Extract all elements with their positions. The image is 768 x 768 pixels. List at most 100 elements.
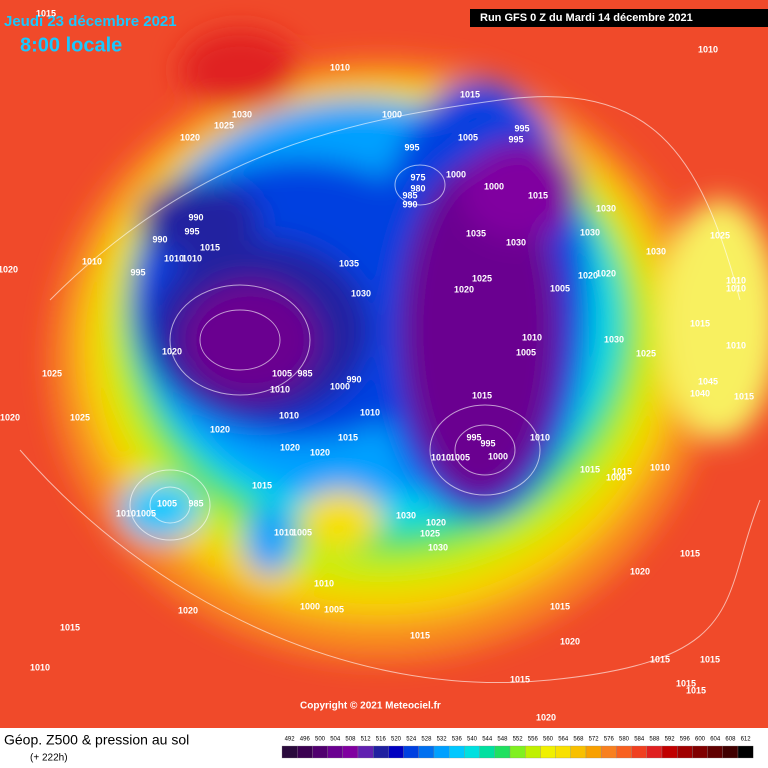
scale-swatch [297, 745, 313, 759]
pressure-label: 1015 [612, 466, 632, 476]
pressure-label: 1010 [182, 253, 202, 263]
scale-label: 572 [589, 737, 600, 743]
pressure-label: 1005 [550, 283, 570, 293]
scale-swatch [585, 745, 602, 759]
pressure-label: 1020 [426, 517, 446, 527]
pressure-label: 1030 [604, 334, 624, 344]
scale-label: 508 [345, 737, 356, 743]
scale-swatch [403, 745, 419, 759]
pressure-label: 1005 [157, 498, 177, 508]
pressure-label: 1010 [650, 462, 670, 472]
scale-label: 560 [543, 737, 554, 743]
pressure-label: 1030 [428, 542, 448, 552]
isobars [19, 96, 761, 684]
scale-label: 500 [315, 737, 326, 743]
forecast-lead: (+ 222h) [30, 753, 68, 764]
scale-label: 580 [619, 737, 630, 743]
scale-label: 552 [513, 737, 524, 743]
pressure-label: 1035 [339, 258, 359, 268]
pressure-label: 1015 [690, 318, 710, 328]
pressure-label: 1020 [560, 636, 580, 646]
pressure-label: 1010 [726, 340, 746, 350]
pressure-label: 995 [480, 438, 495, 448]
pressure-label: 1015 [700, 654, 720, 664]
scale-label: 544 [482, 737, 493, 743]
scale-label: 568 [573, 737, 584, 743]
pressure-label: 1000 [606, 472, 626, 482]
pressure-label: 1010 [116, 508, 136, 518]
scale-swatch [737, 745, 754, 759]
pressure-label: 1010 [270, 384, 290, 394]
scale-label: 540 [467, 737, 478, 743]
scale-swatch [555, 745, 571, 759]
pressure-label: 990 [346, 374, 361, 384]
scale-swatch [631, 745, 647, 759]
pressure-label: 1000 [330, 381, 350, 391]
scale-swatch [373, 745, 389, 759]
pressure-label: 1020 [180, 132, 200, 142]
pressure-label: 995 [508, 134, 523, 144]
pressure-label: 990 [402, 199, 417, 209]
pressure-label: 1005 [458, 132, 478, 142]
pressure-label: 1010 [30, 662, 50, 672]
pressure-label: 1020 [0, 412, 20, 422]
scale-label: 516 [376, 737, 387, 743]
scale-swatch [388, 745, 404, 759]
scale-label: 592 [665, 737, 676, 743]
date: Jeudi 23 décembre 2021 [4, 13, 177, 30]
pressure-label: 1040 [690, 388, 710, 398]
scale-label: 588 [649, 737, 660, 743]
pressure-label: 995 [514, 123, 529, 133]
pressure-label: 1015 [528, 190, 548, 200]
scale-label: 532 [437, 737, 448, 743]
scale-label: 528 [421, 737, 432, 743]
scale-swatch [418, 745, 435, 759]
scale-label: 584 [634, 737, 645, 743]
pressure-label: 990 [152, 234, 167, 244]
pressure-label: 1005 [450, 452, 470, 462]
scale-swatch [494, 745, 511, 759]
scale-swatch [570, 745, 587, 759]
pressure-label: 1025 [472, 273, 492, 283]
scale-swatch [677, 745, 693, 759]
pressure-label: 1015 [410, 630, 430, 640]
scale-swatch [312, 745, 328, 759]
pressure-label: 1025 [420, 528, 440, 538]
pressure-label: 1025 [636, 348, 656, 358]
scale-label: 596 [680, 737, 691, 743]
pressure-label: 1030 [580, 227, 600, 237]
pressure-label: 1030 [596, 203, 616, 213]
pressure-label: 1015 [252, 480, 272, 490]
scale-label: 504 [330, 737, 341, 743]
scale-label: 520 [391, 737, 402, 743]
pressure-label: 1025 [710, 230, 730, 240]
pressure-label: 1035 [466, 228, 486, 238]
isobar-labels: 1010101510001005995995103010251020995100… [0, 8, 754, 722]
pressure-label: 1000 [300, 601, 320, 611]
pressure-label: 985 [402, 190, 417, 200]
pressure-label: 1020 [280, 442, 300, 452]
scale-swatch [707, 745, 723, 759]
run-box [470, 9, 768, 27]
scale-swatch [646, 745, 663, 759]
pressure-label: 1015 [734, 391, 754, 401]
geopotential-field [50, 30, 768, 660]
scale-swatch [525, 745, 541, 759]
scale-swatch [479, 745, 495, 759]
pressure-label: 1000 [484, 181, 504, 191]
pressure-label: 1005 [516, 347, 536, 357]
pressure-label: 1005 [272, 368, 292, 378]
pressure-label: 1010 [360, 407, 380, 417]
color-scale: 492 496 500 504 508 512 516 520 524 528 532 536 540 5… [281, 737, 754, 759]
scale-swatch [509, 745, 526, 759]
pressure-label: 1015 [680, 548, 700, 558]
scale-swatch [616, 745, 632, 759]
pressure-label: 975 [410, 172, 425, 182]
pressure-label: 1030 [506, 237, 526, 247]
pressure-label: 1015 [200, 242, 220, 252]
pressure-label: 1005 [324, 604, 344, 614]
pressure-label: 1010 [274, 527, 294, 537]
pressure-label: 1005 [292, 527, 312, 537]
scale-swatch [464, 745, 480, 759]
